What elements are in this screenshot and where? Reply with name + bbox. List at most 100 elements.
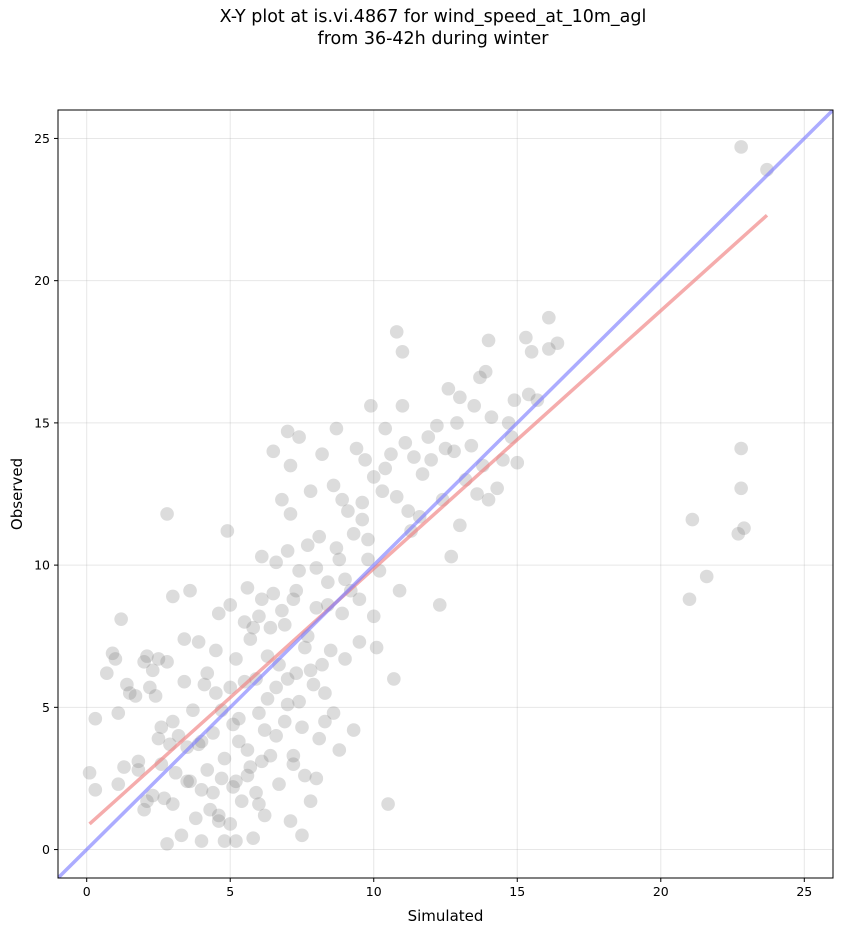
data-point xyxy=(111,706,126,720)
data-point xyxy=(734,140,748,154)
data-point xyxy=(145,788,160,803)
data-point xyxy=(415,467,430,481)
data-point xyxy=(229,652,243,666)
data-point xyxy=(269,680,283,695)
data-point xyxy=(401,504,415,518)
data-point xyxy=(277,714,292,729)
data-point xyxy=(188,811,203,826)
data-point xyxy=(272,777,286,791)
data-point xyxy=(286,592,301,607)
axis-ticks: 0 5 10 15 20 25 0 5 10 15 20 25 xyxy=(34,131,812,899)
data-point xyxy=(254,549,269,564)
data-point xyxy=(88,783,103,797)
data-point xyxy=(510,455,525,470)
data-point xyxy=(306,677,321,692)
data-point xyxy=(378,461,393,476)
data-point xyxy=(444,549,459,564)
data-point xyxy=(243,760,258,774)
data-point xyxy=(315,447,329,461)
data-point xyxy=(395,399,410,413)
data-point xyxy=(131,763,146,777)
data-point xyxy=(280,697,295,712)
data-point xyxy=(303,484,318,498)
data-point xyxy=(254,754,269,769)
data-point xyxy=(197,677,212,692)
data-point xyxy=(180,740,194,754)
data-point xyxy=(249,785,263,800)
data-point xyxy=(237,674,252,689)
data-point xyxy=(292,564,306,578)
data-point xyxy=(140,649,154,663)
data-point xyxy=(432,598,447,612)
data-point xyxy=(352,635,367,649)
data-point xyxy=(275,492,289,507)
data-point xyxy=(200,666,215,680)
data-point xyxy=(232,711,246,726)
data-point xyxy=(292,694,306,709)
data-point xyxy=(289,583,304,598)
data-point xyxy=(300,538,315,552)
data-point xyxy=(105,646,120,661)
data-point xyxy=(734,481,748,496)
data-point xyxy=(211,808,226,823)
plot-frame xyxy=(57,109,834,879)
data-point xyxy=(117,760,131,774)
data-point xyxy=(398,436,413,450)
data-point xyxy=(82,765,97,780)
data-point xyxy=(177,632,192,646)
data-point xyxy=(226,780,240,794)
data-point xyxy=(194,834,209,848)
data-point xyxy=(209,643,223,658)
data-point xyxy=(389,490,404,504)
data-point xyxy=(312,731,327,746)
data-point xyxy=(157,791,172,806)
data-point xyxy=(352,592,367,607)
data-point xyxy=(151,731,166,746)
data-point xyxy=(289,666,304,680)
data-point xyxy=(246,831,260,845)
grid xyxy=(58,110,833,878)
data-point xyxy=(346,527,361,541)
data-point xyxy=(168,765,183,780)
data-point xyxy=(392,583,407,598)
data-point xyxy=(269,728,283,743)
data-point xyxy=(341,504,355,518)
data-point xyxy=(298,768,312,783)
data-point xyxy=(309,771,324,786)
data-point xyxy=(151,652,166,666)
data-point xyxy=(309,600,324,615)
data-point xyxy=(280,544,295,558)
data-point xyxy=(332,743,347,757)
data-point xyxy=(441,381,456,396)
data-point xyxy=(88,711,103,726)
data-point xyxy=(315,657,329,672)
x-tick-label: 15 xyxy=(509,884,525,899)
chart-title-line-1: X-Y plot at is.vi.4867 for wind_speed_at… xyxy=(219,7,647,27)
y-tick-label: 5 xyxy=(42,700,50,715)
data-point xyxy=(166,589,180,604)
data-point xyxy=(521,387,536,402)
x-tick-label: 25 xyxy=(796,884,812,899)
data-point xyxy=(148,689,163,703)
data-point xyxy=(389,325,404,339)
data-point xyxy=(358,453,372,467)
data-point xyxy=(355,495,370,510)
data-point xyxy=(220,524,235,538)
data-point xyxy=(326,478,341,493)
data-point xyxy=(280,424,295,439)
data-point xyxy=(286,748,301,763)
data-point xyxy=(166,714,180,729)
data-point xyxy=(303,663,318,678)
data-point xyxy=(326,706,341,720)
data-point xyxy=(473,370,487,385)
data-point xyxy=(303,794,318,808)
data-point xyxy=(682,592,697,607)
data-point xyxy=(137,655,151,669)
data-point xyxy=(530,393,545,407)
regression-line xyxy=(88,213,769,826)
data-point xyxy=(240,581,255,595)
data-point xyxy=(507,393,522,407)
y-tick-label: 0 xyxy=(42,842,50,857)
y-tick-label: 10 xyxy=(34,558,50,573)
data-point xyxy=(366,470,381,484)
